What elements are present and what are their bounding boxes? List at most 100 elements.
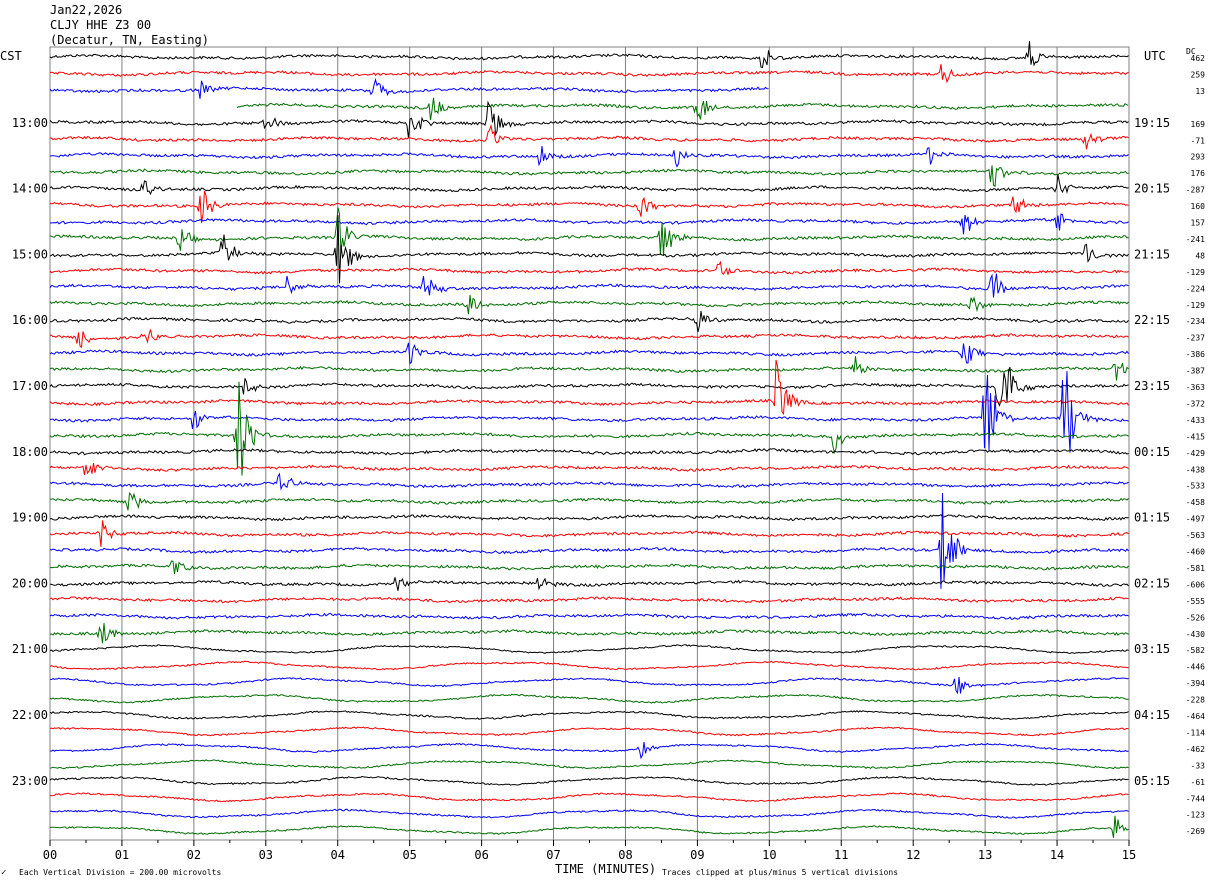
right-hour-label: 19:15 — [1134, 116, 1170, 130]
dc-offset-label: -582 — [1186, 646, 1205, 655]
right-hour-label: 02:15 — [1134, 576, 1170, 590]
right-hour-label: 22:15 — [1134, 313, 1170, 327]
dc-offset-label: -394 — [1186, 679, 1205, 688]
dc-offset-label: -429 — [1186, 449, 1205, 458]
seismic-trace-24 — [49, 448, 1129, 456]
seismic-trace-11 — [49, 207, 1129, 256]
left-hour-label: 21:00 — [12, 642, 48, 656]
dc-offset-label: -563 — [1186, 531, 1205, 540]
dc-offset-label: -433 — [1186, 416, 1205, 425]
dc-offset-label: 48 — [1195, 251, 1205, 260]
corner-mark: ✓ — [1, 868, 7, 878]
dc-offset-label: -415 — [1186, 432, 1205, 441]
plot-date: Jan22,2026 — [50, 3, 123, 17]
clip-note: Traces clipped at plus/minus 5 vertical … — [662, 868, 898, 877]
dc-offset-label: -497 — [1186, 515, 1205, 524]
dc-offset-label: -581 — [1186, 564, 1205, 573]
seismic-trace-47 — [49, 815, 1129, 838]
seismic-trace-15 — [49, 294, 1129, 315]
seismic-trace-31 — [49, 560, 1129, 574]
seismic-trace-27 — [49, 491, 1129, 511]
x-tick-label-06: 06 — [474, 848, 488, 862]
seismic-trace-35 — [49, 623, 1129, 644]
station-id: CLJY HHE Z3 00 — [50, 18, 152, 32]
left-hour-label: 17:00 — [12, 379, 48, 393]
grid-layer — [49, 46, 1130, 846]
right-hour-label: 03:15 — [1134, 642, 1170, 656]
dc-offset-label: -123 — [1186, 811, 1205, 820]
right-hour-label: 00:15 — [1134, 445, 1170, 459]
seismic-trace-9 — [49, 191, 1129, 224]
seismic-trace-41 — [49, 726, 1129, 737]
dc-offset-label: 157 — [1191, 219, 1206, 228]
seismic-trace-4 — [49, 100, 1129, 139]
seismic-trace-45 — [49, 792, 1129, 803]
seismic-trace-21 — [49, 359, 1129, 415]
right-hour-label: 05:15 — [1134, 774, 1170, 788]
x-tick-label-08: 08 — [618, 848, 632, 862]
seismic-trace-32 — [49, 577, 1129, 591]
dc-offset-label: 176 — [1191, 169, 1206, 178]
seismic-trace-37 — [49, 660, 1129, 671]
dc-offset-label: -33 — [1191, 761, 1206, 770]
left-hour-label: 23:00 — [12, 774, 48, 788]
dc-offset-label: -129 — [1186, 301, 1205, 310]
x-tick-label-15: 15 — [1122, 848, 1136, 862]
dc-offset-label: -533 — [1186, 482, 1205, 491]
seismic-trace-42 — [49, 742, 1129, 760]
left-hour-label: 18:00 — [12, 445, 48, 459]
scale-note: Each Vertical Division = 200.00 microvol… — [19, 868, 221, 877]
seismic-trace-30 — [49, 493, 1129, 589]
label-layer: 00 01 02 03 04 05 06 07 08 09 10 11 12 13 14 15 13:00 14:… — [12, 54, 1205, 862]
seismic-trace-44 — [49, 775, 1129, 786]
seismic-trace-16 — [49, 310, 1129, 333]
dc-offset-label: -446 — [1186, 663, 1205, 672]
seismic-trace-10 — [49, 213, 1129, 235]
seismic-trace-1 — [49, 64, 1129, 84]
right-timezone-label: UTC — [1144, 49, 1166, 63]
dc-offset-label: -114 — [1186, 728, 1205, 737]
x-tick-label-02: 02 — [187, 848, 201, 862]
x-tick-label-01: 01 — [115, 848, 129, 862]
dc-offset-label: -71 — [1191, 136, 1206, 145]
x-tick-label-05: 05 — [402, 848, 416, 862]
left-hour-label: 19:00 — [12, 511, 48, 525]
x-axis-label: TIME (MINUTES) — [555, 862, 656, 876]
x-tick-label-10: 10 — [762, 848, 776, 862]
left-hour-label: 15:00 — [12, 247, 48, 261]
x-tick-label-07: 07 — [546, 848, 560, 862]
seismic-trace-34 — [49, 612, 1129, 620]
seismic-trace-5 — [49, 123, 1129, 150]
dc-offset-label: -462 — [1186, 745, 1205, 754]
seismic-trace-20 — [49, 366, 1129, 407]
dc-offset-label: -460 — [1186, 548, 1205, 557]
seismic-trace-14 — [49, 273, 1129, 298]
dc-offset-label: 259 — [1191, 70, 1206, 79]
dc-offset-label: -387 — [1186, 367, 1205, 376]
dc-offset-label: 169 — [1191, 120, 1206, 129]
right-hour-label: 23:15 — [1134, 379, 1170, 393]
seismic-trace-18 — [49, 342, 1129, 365]
right-hour-label: 20:15 — [1134, 182, 1170, 196]
dc-offset-label: -464 — [1186, 712, 1205, 721]
seismic-trace-23 — [49, 381, 1129, 476]
seismic-trace-38 — [49, 677, 1129, 695]
seismic-trace-2 — [49, 77, 769, 99]
left-timezone-label: CST — [0, 49, 22, 63]
seismic-trace-13 — [49, 260, 1129, 276]
dc-offset-label: 293 — [1191, 153, 1206, 162]
dc-offset-label: -228 — [1186, 696, 1205, 705]
x-tick-label-04: 04 — [331, 848, 345, 862]
seismic-trace-39 — [49, 693, 1129, 704]
seismic-trace-40 — [49, 710, 1129, 720]
left-hour-label: 13:00 — [12, 116, 48, 130]
dc-offset-label: -555 — [1186, 597, 1205, 606]
dc-offset-label: -372 — [1186, 399, 1205, 408]
right-hour-label: 04:15 — [1134, 708, 1170, 722]
seismic-trace-33 — [49, 596, 1129, 604]
station-location: (Decatur, TN, Easting) — [50, 33, 209, 47]
dc-offset-label: -526 — [1186, 613, 1205, 622]
dc-offset-label: 13 — [1195, 87, 1205, 96]
dc-offset-label: -430 — [1186, 630, 1205, 639]
